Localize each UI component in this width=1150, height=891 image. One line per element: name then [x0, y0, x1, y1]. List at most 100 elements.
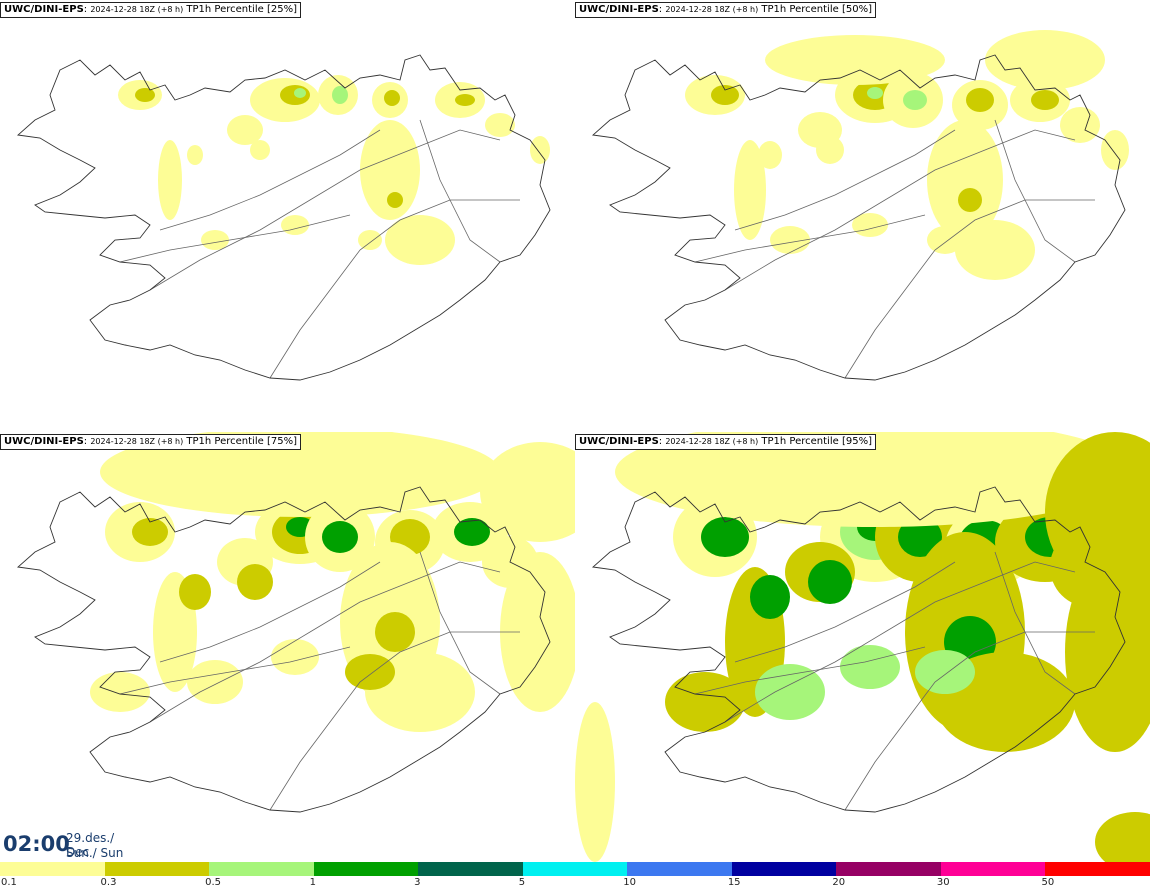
legend-tick-label: 50: [1041, 877, 1055, 888]
precip-area: [711, 85, 739, 105]
road-line: [724, 561, 1076, 723]
legend-tick-label: 30: [936, 877, 950, 888]
map-panel-75: UWC/DINI-EPS: 2024-12-28 18Z (+8 h) TP1h…: [0, 432, 575, 862]
precip-area: [132, 518, 168, 546]
precip-area: [530, 136, 550, 164]
precip-area: [345, 654, 395, 690]
precip-area: [955, 220, 1035, 280]
coastline: [16, 54, 551, 381]
road-line: [734, 129, 956, 231]
precip-area: [385, 215, 455, 265]
legend-swatch: [940, 862, 1046, 876]
road-line: [724, 129, 1076, 291]
panel-title: UWC/DINI-EPS: 2024-12-28 18Z (+8 h) TP1h…: [575, 2, 876, 18]
precip-area: [187, 145, 203, 165]
precip-area: [1065, 552, 1150, 752]
map-panel-95: UWC/DINI-EPS: 2024-12-28 18Z (+8 h) TP1h…: [575, 432, 1150, 862]
legend-ticks: 0.1 0.3 0.5 1 3 5 10 15 20 30 50: [0, 876, 1150, 891]
road-line: [149, 561, 501, 723]
precip-area: [271, 639, 319, 675]
precip-area: [454, 518, 490, 546]
legend-swatch: [104, 862, 210, 876]
precip-area: [90, 672, 150, 712]
precip-area: [765, 35, 945, 85]
precip-area: [201, 230, 229, 250]
road-line: [419, 119, 501, 263]
road-line: [149, 129, 501, 291]
road-line: [119, 214, 351, 263]
precip-area: [322, 521, 358, 553]
precip-area: [701, 517, 749, 557]
legend-swatch: [418, 862, 524, 876]
precip-area: [927, 226, 963, 254]
precip-area: [1031, 90, 1059, 110]
road-line: [419, 551, 501, 695]
precip-area: [755, 664, 825, 720]
precip-area: [816, 136, 844, 164]
precip-area: [1095, 812, 1150, 862]
legend-tick-label: 0.5: [205, 877, 221, 888]
precip-area: [375, 612, 415, 652]
color-legend: [0, 862, 1150, 876]
precip-area: [100, 432, 500, 517]
precip-map: [16, 432, 575, 813]
coastline: [591, 54, 1126, 381]
precip-area: [187, 660, 243, 704]
legend-swatch: [1045, 862, 1150, 876]
map-panel-50: UWC/DINI-EPS: 2024-12-28 18Z (+8 h) TP1h…: [575, 0, 1150, 430]
precip-area: [770, 226, 810, 254]
precip-area: [840, 645, 900, 689]
precip-area: [985, 30, 1105, 90]
coastline: [16, 486, 551, 813]
precip-map: [591, 30, 1129, 381]
precip-area: [915, 650, 975, 694]
precip-area: [360, 120, 420, 220]
coastline: [591, 486, 1126, 813]
panel-title: UWC/DINI-EPS: 2024-12-28 18Z (+8 h) TP1h…: [575, 434, 876, 450]
precip-area: [358, 230, 382, 250]
precip-area: [332, 86, 348, 104]
precip-area: [480, 442, 575, 542]
legend-tick-label: 1: [309, 877, 316, 888]
road-line: [734, 561, 956, 663]
legend-swatch: [209, 862, 315, 876]
legend-swatch: [313, 862, 419, 876]
road-line: [159, 129, 381, 231]
road-line: [994, 119, 1076, 263]
legend-swatch: [627, 862, 733, 876]
precip-area: [500, 552, 575, 712]
precip-area: [135, 88, 155, 102]
precip-area: [485, 113, 515, 137]
legend-tick-label: 0.1: [1, 877, 17, 888]
precip-area: [384, 90, 400, 106]
precip-map: [575, 432, 1150, 862]
precip-area: [903, 90, 927, 110]
precip-area: [966, 88, 994, 112]
precip-area: [237, 564, 273, 600]
legend-tick-label: 15: [727, 877, 741, 888]
precip-area: [750, 575, 790, 619]
legend-swatch: [522, 862, 628, 876]
panel-title: UWC/DINI-EPS: 2024-12-28 18Z (+8 h) TP1h…: [0, 2, 301, 18]
iceland-land: [18, 55, 550, 380]
precip-area: [179, 574, 211, 610]
precip-area: [758, 141, 782, 169]
legend-swatch: [0, 862, 106, 876]
precip-area: [387, 192, 403, 208]
road-line: [994, 551, 1076, 695]
precip-area: [734, 140, 766, 240]
precip-area: [455, 94, 475, 106]
precip-area: [867, 87, 883, 99]
precip-map: [16, 54, 551, 381]
legend-swatch: [836, 862, 942, 876]
precip-area: [281, 215, 309, 235]
precip-area: [294, 88, 306, 98]
precip-area: [615, 432, 1135, 527]
valid-time-box: 02:00 29.des./ Dec Sun./ Sun: [0, 828, 140, 862]
legend-tick-label: 3: [414, 877, 421, 888]
panel-title: UWC/DINI-EPS: 2024-12-28 18Z (+8 h) TP1h…: [0, 434, 301, 450]
precip-area: [227, 115, 263, 145]
precip-area: [1101, 130, 1129, 170]
precip-area: [250, 140, 270, 160]
road-line: [694, 646, 926, 695]
